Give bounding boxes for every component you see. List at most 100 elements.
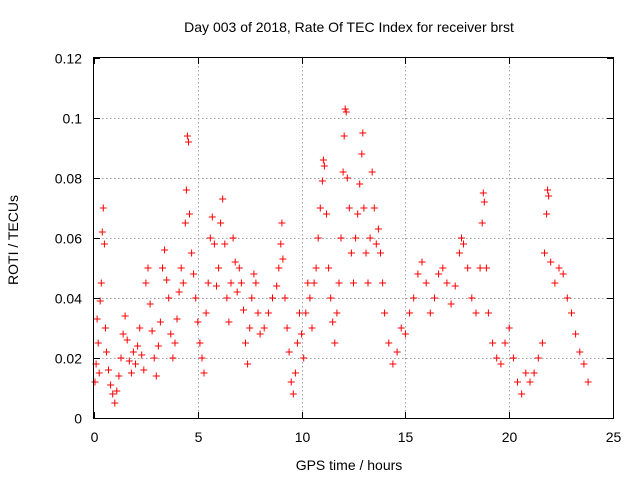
data-point: [476, 264, 484, 272]
data-point: [163, 276, 171, 284]
data-point: [183, 132, 191, 140]
data-point: [278, 219, 286, 227]
data-point: [219, 195, 227, 203]
data-point: [107, 381, 115, 389]
data-point: [526, 378, 534, 386]
data-point: [426, 309, 434, 317]
data-point: [318, 177, 326, 185]
y-axis-label: ROTI / TECUs: [5, 195, 21, 285]
data-point: [246, 324, 254, 332]
data-point: [358, 150, 366, 158]
y-tick-label: 0.12: [55, 51, 82, 67]
data-point: [393, 348, 401, 356]
data-point: [188, 249, 196, 257]
data-point: [356, 180, 364, 188]
data-point: [320, 162, 328, 170]
data-point: [522, 369, 530, 377]
data-point: [91, 378, 99, 386]
data-point: [175, 288, 183, 296]
data-point: [493, 354, 501, 362]
data-point: [302, 309, 310, 317]
data-point: [269, 294, 276, 302]
data-point: [171, 339, 179, 347]
data-point: [254, 309, 262, 317]
data-point: [186, 210, 193, 218]
data-point: [275, 264, 283, 272]
data-point: [545, 192, 553, 200]
data-point: [341, 105, 349, 113]
data-point: [93, 315, 101, 323]
data-point: [337, 234, 345, 242]
data-point: [210, 240, 218, 248]
data-point: [484, 309, 492, 317]
data-point: [161, 246, 169, 254]
data-point: [568, 309, 575, 317]
data-point: [331, 339, 339, 347]
data-point: [250, 270, 258, 278]
data-point: [468, 294, 476, 302]
data-point: [572, 330, 580, 338]
data-point: [138, 351, 146, 359]
data-point: [325, 264, 333, 272]
data-point: [505, 324, 513, 332]
data-point: [381, 309, 389, 317]
data-point: [156, 318, 164, 326]
data-point: [514, 378, 521, 386]
data-point: [347, 249, 355, 257]
data-point: [231, 258, 239, 266]
y-tick-label: 0: [74, 411, 82, 427]
data-point: [117, 354, 125, 362]
data-point: [323, 210, 330, 218]
data-point: [152, 372, 160, 380]
data-point: [343, 174, 351, 182]
data-point: [576, 348, 584, 356]
data-point: [179, 279, 187, 287]
data-point: [285, 348, 293, 356]
data-point: [237, 279, 245, 287]
data-point: [342, 108, 350, 116]
data-point: [314, 234, 322, 242]
data-point: [534, 354, 542, 362]
data-point: [169, 354, 177, 362]
data-point: [559, 270, 567, 278]
data-point: [370, 204, 378, 212]
data-point: [435, 270, 443, 278]
data-point: [368, 168, 376, 176]
data-point: [229, 234, 237, 242]
data-point: [377, 249, 384, 257]
data-point: [293, 339, 301, 347]
data-point: [329, 318, 337, 326]
y-tick-label: 0.06: [55, 231, 82, 247]
data-point: [385, 339, 393, 347]
y-tick-label: 0.02: [55, 351, 82, 367]
data-point: [150, 354, 158, 362]
data-point: [213, 282, 220, 290]
data-point: [154, 342, 162, 350]
data-point: [204, 279, 212, 287]
data-point: [379, 279, 387, 287]
data-point: [354, 210, 362, 218]
plot-frame: [93, 57, 614, 419]
data-point: [264, 309, 272, 317]
data-point: [167, 330, 175, 338]
data-point: [422, 279, 430, 287]
chart-title: Day 003 of 2018, Rate Of TEC Index for r…: [184, 19, 514, 35]
data-point: [287, 378, 295, 386]
x-tick-label: 15: [398, 429, 414, 445]
x-tick-label: 10: [295, 429, 311, 445]
data-point: [244, 360, 252, 368]
data-point: [352, 234, 360, 242]
data-point: [374, 225, 382, 233]
data-point: [215, 264, 223, 272]
data-point: [94, 339, 102, 347]
data-point: [335, 279, 343, 287]
data-point: [200, 369, 208, 377]
data-point: [547, 258, 555, 266]
data-point: [127, 369, 135, 377]
data-point: [389, 360, 397, 368]
data-point: [497, 360, 505, 368]
data-point: [443, 279, 451, 287]
data-point: [165, 294, 173, 302]
data-point: [144, 264, 152, 272]
data-point: [142, 279, 150, 287]
